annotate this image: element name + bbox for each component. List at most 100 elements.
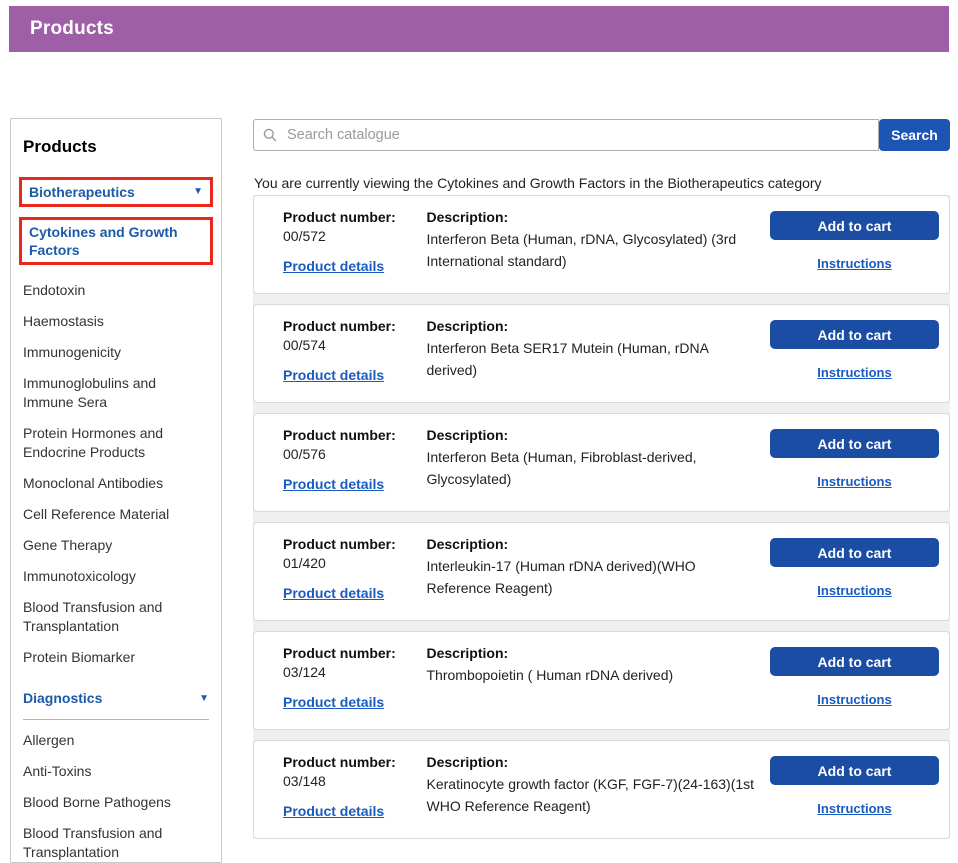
instructions-link[interactable]: Instructions: [817, 692, 892, 707]
search-bar: Search: [253, 119, 950, 151]
product-number-value: 00/574: [283, 337, 326, 353]
sidebar-item-label: Immunotoxicology: [23, 568, 136, 584]
product-actions-column: Add to cart Instructions: [770, 209, 939, 293]
description-label: Description:: [426, 536, 509, 552]
sidebar-item-label: Monoclonal Antibodies: [23, 475, 164, 491]
sidebar-item-label: Blood Transfusion and Transplantation: [23, 825, 163, 860]
product-card: Product number: 00/576 Product details D…: [253, 413, 950, 512]
search-button[interactable]: Search: [879, 119, 950, 151]
add-to-cart-button[interactable]: Add to cart: [770, 538, 939, 567]
product-number-value: 00/572: [283, 228, 326, 244]
product-number-label: Product number:: [283, 318, 396, 334]
sidebar-item-label: Haemostasis: [23, 313, 104, 329]
sidebar-item-label: Cytokines and Growth Factors: [29, 224, 178, 258]
sidebar-item-label: Gene Therapy: [23, 537, 113, 553]
sidebar-item-blood-transfusion-and-transplantation[interactable]: Blood Transfusion and Transplantation: [23, 818, 209, 862]
product-number-value: 01/420: [283, 555, 326, 571]
sidebar-item-biotherapeutics[interactable]: Biotherapeutics ▼: [19, 177, 213, 207]
description-label: Description:: [426, 645, 509, 661]
product-details-link[interactable]: Product details: [283, 694, 385, 710]
description-label: Description:: [426, 318, 509, 334]
product-card: Product number: 03/124 Product details D…: [253, 631, 950, 730]
sidebar-item-monoclonal-antibodies[interactable]: Monoclonal Antibodies: [23, 468, 209, 499]
instructions-link[interactable]: Instructions: [817, 801, 892, 816]
sidebar-item-cytokines-and-growth-factors[interactable]: Cytokines and Growth Factors: [19, 217, 213, 265]
sidebar-item-immunoglobulins-and-immune-sera[interactable]: Immunoglobulins and Immune Sera: [23, 368, 209, 418]
sidebar-item-cell-reference-material[interactable]: Cell Reference Material: [23, 499, 209, 530]
product-number-column: Product number: 00/572 Product details: [283, 209, 411, 293]
product-actions-column: Add to cart Instructions: [770, 645, 939, 729]
sidebar-item-blood-transfusion-and-transplantation[interactable]: Blood Transfusion and Transplantation: [23, 592, 209, 642]
product-number-column: Product number: 00/576 Product details: [283, 427, 411, 511]
sidebar-item-immunotoxicology[interactable]: Immunotoxicology: [23, 561, 209, 592]
product-number-column: Product number: 03/124 Product details: [283, 645, 411, 729]
description-label: Description:: [426, 427, 509, 443]
product-description: Interleukin-17 (Human rDNA derived)(WHO …: [426, 558, 696, 596]
sidebar-item-gene-therapy[interactable]: Gene Therapy: [23, 530, 209, 561]
add-to-cart-button[interactable]: Add to cart: [770, 320, 939, 349]
main-content: Search You are currently viewing the Cyt…: [253, 119, 950, 849]
product-details-link[interactable]: Product details: [283, 367, 385, 383]
instructions-link[interactable]: Instructions: [817, 474, 892, 489]
product-description-column: Description: Interferon Beta (Human, Fib…: [427, 427, 755, 511]
sidebar-item-blood-borne-pathogens[interactable]: Blood Borne Pathogens: [23, 787, 209, 818]
search-icon: [263, 128, 277, 142]
sidebar-item-label: Biotherapeutics: [29, 184, 135, 200]
sidebar-item-label: Immunogenicity: [23, 344, 122, 360]
product-number-label: Product number:: [283, 536, 396, 552]
add-to-cart-button[interactable]: Add to cart: [770, 429, 939, 458]
sidebar-item-diagnostics[interactable]: Diagnostics ▼: [23, 683, 209, 720]
sidebar-nav: Biotherapeutics ▼ Cytokines and Growth F…: [19, 177, 213, 862]
add-to-cart-button[interactable]: Add to cart: [770, 647, 939, 676]
sidebar-item-immunogenicity[interactable]: Immunogenicity: [23, 337, 209, 368]
sidebar-item-protein-biomarker[interactable]: Protein Biomarker: [23, 642, 209, 673]
product-details-link[interactable]: Product details: [283, 803, 385, 819]
instructions-link[interactable]: Instructions: [817, 256, 892, 271]
product-description-column: Description: Interleukin-17 (Human rDNA …: [427, 536, 755, 620]
product-number-value: 03/124: [283, 664, 326, 680]
sidebar-item-label: Blood Transfusion and Transplantation: [23, 599, 163, 634]
description-label: Description:: [426, 754, 509, 770]
search-input-wrapper: [253, 119, 879, 151]
product-description: Keratinocyte growth factor (KGF, FGF-7)(…: [426, 776, 755, 814]
sidebar-item-protein-hormones-and-endocrine-products[interactable]: Protein Hormones and Endocrine Products: [23, 418, 209, 468]
product-card: Product number: 00/572 Product details D…: [253, 195, 950, 294]
product-number-label: Product number:: [283, 754, 396, 770]
product-description: Interferon Beta (Human, Fibroblast-deriv…: [426, 449, 697, 487]
product-list: Product number: 00/572 Product details D…: [253, 195, 950, 839]
chevron-down-icon: ▼: [193, 186, 203, 197]
product-description-column: Description: Thrombopoietin ( Human rDNA…: [427, 645, 755, 729]
product-actions-column: Add to cart Instructions: [770, 754, 939, 838]
sidebar-item-label: Blood Borne Pathogens: [23, 794, 171, 810]
product-details-link[interactable]: Product details: [283, 258, 385, 274]
product-description: Interferon Beta (Human, rDNA, Glycosylat…: [426, 231, 737, 269]
description-label: Description:: [426, 209, 509, 225]
sidebar-item-label: Immunoglobulins and Immune Sera: [23, 375, 157, 410]
sidebar-item-label: Anti-Toxins: [23, 763, 92, 779]
viewing-status-text: You are currently viewing the Cytokines …: [254, 175, 822, 191]
sidebar-item-label: Allergen: [23, 732, 75, 748]
add-to-cart-button[interactable]: Add to cart: [770, 211, 939, 240]
sidebar-item-anti-toxins[interactable]: Anti-Toxins: [23, 756, 209, 787]
sidebar-item-allergen[interactable]: Allergen: [23, 725, 209, 756]
product-details-link[interactable]: Product details: [283, 585, 385, 601]
product-description-column: Description: Interferon Beta (Human, rDN…: [427, 209, 755, 293]
product-number-column: Product number: 01/420 Product details: [283, 536, 411, 620]
product-card: Product number: 00/574 Product details D…: [253, 304, 950, 403]
product-number-column: Product number: 03/148 Product details: [283, 754, 411, 838]
product-actions-column: Add to cart Instructions: [770, 536, 939, 620]
page-title: Products: [30, 18, 114, 39]
sidebar: Products Biotherapeutics ▼ Cytokines and…: [10, 118, 222, 863]
sidebar-item-endotoxin[interactable]: Endotoxin: [23, 275, 209, 306]
sidebar-title: Products: [23, 137, 97, 156]
product-description-column: Description: Keratinocyte growth factor …: [427, 754, 755, 838]
instructions-link[interactable]: Instructions: [817, 365, 892, 380]
sidebar-item-label: Diagnostics: [23, 690, 103, 706]
instructions-link[interactable]: Instructions: [817, 583, 892, 598]
sidebar-item-haemostasis[interactable]: Haemostasis: [23, 306, 209, 337]
search-input[interactable]: [285, 126, 869, 144]
page-header: Products: [9, 6, 949, 52]
add-to-cart-button[interactable]: Add to cart: [770, 756, 939, 785]
product-details-link[interactable]: Product details: [283, 476, 385, 492]
product-actions-column: Add to cart Instructions: [770, 427, 939, 511]
